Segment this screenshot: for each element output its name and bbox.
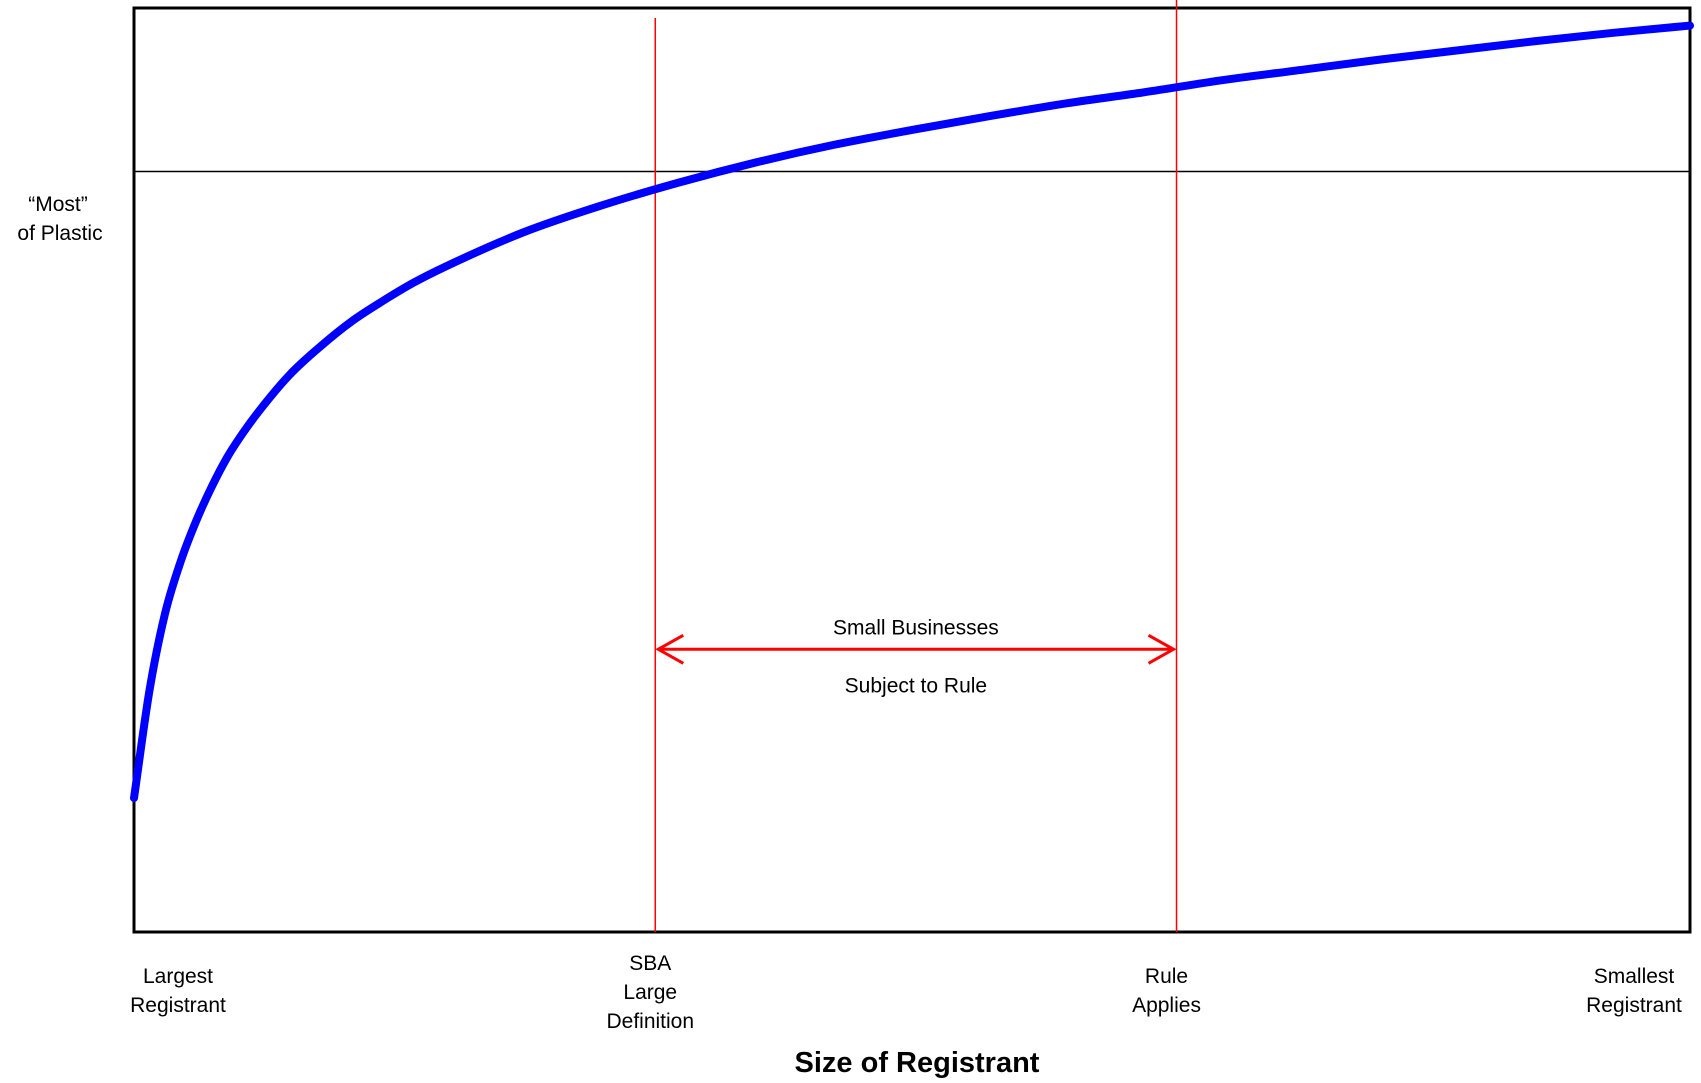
x-tick-label-0: Largest Registrant [130, 965, 226, 1017]
x-tick-label-2-line-0: Rule [1145, 965, 1188, 988]
x-tick-label-0-line-1: Registrant [130, 994, 226, 1017]
range-arrow-head-right [1147, 633, 1177, 665]
plot-area-frame [132, 6, 1692, 934]
x-tick-label-1-line-0: SBA [629, 952, 671, 975]
x-tick-label-1-line-1: Large [623, 981, 677, 1004]
x-tick-label-1: SBA Large Definition [606, 952, 694, 1033]
arrow-label-subject-to-rule: Subject to Rule [845, 674, 987, 697]
reference-lines [134, 0, 1690, 932]
x-tick-label-3-line-0: Smallest [1594, 965, 1675, 988]
x-tick-label-1-line-2: Definition [606, 1010, 694, 1033]
x-tick-label-2-line-1: Applies [1132, 994, 1201, 1017]
x-axis-title: Size of Registrant [795, 1047, 1040, 1079]
x-tick-label-3: Smallest Registrant [1586, 965, 1682, 1017]
x-tick-labels: Largest Registrant SBA Large Definition Rule A… [130, 952, 1682, 1033]
x-tick-label-0-line-0: Largest [143, 965, 213, 988]
x-tick-label-3-line-1: Registrant [1586, 994, 1682, 1017]
arrow-labels: Small Businesses Subject to Rule [833, 616, 999, 697]
range-arrow [655, 633, 1177, 665]
range-arrow-head-left [655, 633, 684, 665]
y-annotation: “Most” of Plastic [17, 193, 102, 245]
arrow-label-small-businesses: Small Businesses [833, 616, 999, 639]
y-annotation-line-1: “Most” [28, 193, 88, 216]
x-tick-label-2: Rule Applies [1132, 965, 1201, 1017]
series-line-registrant-plastic [130, 21, 1694, 803]
y-annotation-line-2: of Plastic [17, 222, 102, 245]
